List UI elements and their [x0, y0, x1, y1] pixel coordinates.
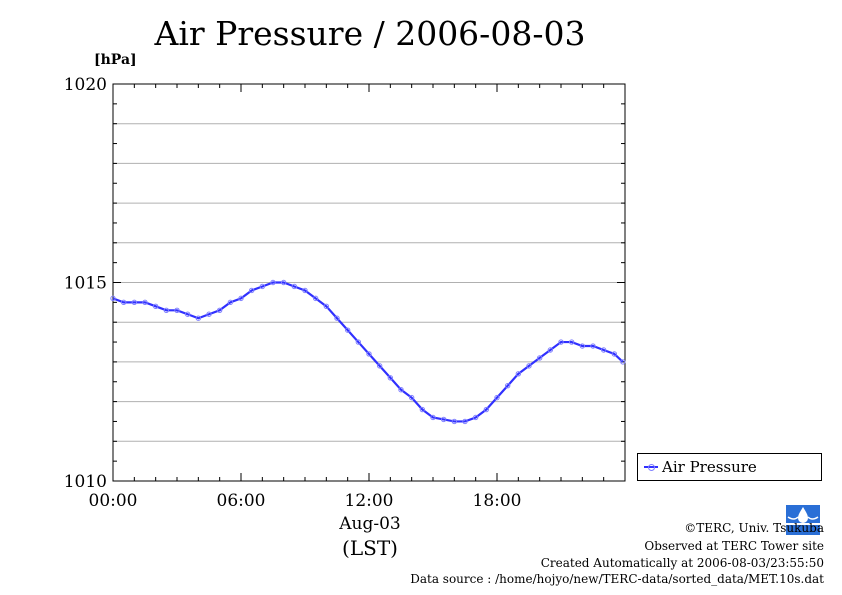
data-point — [398, 386, 404, 393]
data-point — [600, 347, 607, 353]
site-text: Observed at TERC Tower site — [644, 539, 824, 553]
data-point — [248, 287, 255, 294]
data-point — [323, 303, 330, 310]
data-point — [174, 307, 180, 313]
chart-title: Air Pressure / 2006-08-03 — [154, 14, 586, 53]
data-point — [334, 315, 340, 321]
data-point — [120, 299, 127, 306]
series-line-air-pressure — [112, 281, 624, 423]
data-point — [366, 351, 372, 357]
data-point — [408, 394, 415, 401]
data-point — [472, 414, 479, 421]
data-point — [419, 406, 426, 413]
data-point — [504, 383, 511, 389]
data-point — [611, 351, 618, 357]
data-point — [526, 363, 532, 369]
y-tick-label: 1015 — [64, 274, 107, 294]
y-tick-label: 1010 — [64, 472, 107, 492]
data-point — [163, 307, 170, 313]
data-point — [355, 339, 362, 345]
data-point — [227, 299, 234, 306]
data-point — [451, 418, 458, 425]
data-point — [440, 416, 447, 423]
data-source-text: Data source : /home/hojyo/new/TERC-data/… — [410, 572, 824, 586]
legend-entry-air-pressure: Air Pressure — [662, 458, 757, 476]
data-point — [387, 375, 394, 381]
legend-line-swatch — [644, 464, 658, 471]
data-point — [430, 414, 436, 421]
created-text: Created Automatically at 2006-08-03/23:5… — [540, 556, 824, 570]
data-point — [110, 295, 116, 302]
copyright-text: ©TERC, Univ. Tsukuba — [684, 521, 824, 535]
data-point — [302, 287, 308, 294]
data-point — [483, 406, 490, 413]
data-point — [568, 339, 575, 345]
x-tick-label: 18:00 — [473, 491, 522, 511]
data-point — [579, 343, 586, 349]
data-point — [558, 339, 564, 345]
data-point — [312, 295, 319, 302]
data-point — [376, 363, 383, 369]
x-axis-date-label: Aug-03 — [339, 514, 401, 534]
data-point — [195, 315, 202, 321]
data-point — [216, 307, 223, 313]
y-tick-label: 1020 — [64, 75, 107, 95]
terc-logo — [784, 503, 822, 537]
data-point — [238, 295, 244, 302]
data-point — [280, 279, 287, 286]
data-point — [536, 355, 543, 361]
data-point — [547, 347, 554, 353]
x-tick-label: 12:00 — [345, 491, 394, 511]
data-point — [184, 311, 191, 317]
data-point — [206, 311, 212, 317]
data-point — [131, 299, 138, 306]
y-axis-unit-label: [hPa] — [94, 52, 137, 68]
data-point — [259, 283, 266, 290]
data-point — [270, 279, 276, 286]
x-tick-label: 06:00 — [217, 491, 266, 511]
data-point — [620, 359, 626, 365]
data-point — [494, 394, 500, 401]
data-point — [344, 327, 351, 333]
x-tick-label: 00:00 — [89, 491, 138, 511]
data-point — [590, 343, 596, 349]
data-point — [142, 299, 148, 306]
data-point — [515, 371, 522, 377]
legend: Air Pressure — [637, 453, 822, 481]
data-point — [462, 418, 468, 425]
x-axis-timezone-label: (LST) — [342, 536, 398, 560]
data-point — [291, 283, 298, 290]
data-point — [152, 303, 159, 310]
